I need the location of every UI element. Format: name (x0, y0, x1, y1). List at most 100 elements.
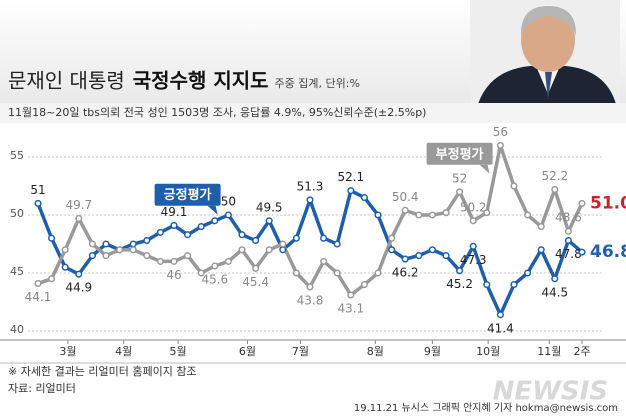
legend-label: 부정평가 (436, 146, 484, 162)
chart-subtitle: 주중 집계, 단위:% (275, 77, 360, 90)
x-tick-label: 2주 (573, 345, 590, 358)
series-callout: 부정평가 (426, 142, 493, 174)
data-point (170, 221, 178, 229)
chart-title: 문재인 대통령 (8, 69, 125, 93)
y-tick-label: 50 (10, 207, 24, 220)
x-tick-label: 5월 (170, 345, 187, 358)
data-point (442, 209, 450, 217)
data-point (537, 223, 545, 231)
data-point (48, 234, 56, 242)
data-point (306, 196, 314, 204)
y-tick-label: 55 (10, 149, 24, 162)
x-tick-label: 3월 (59, 345, 76, 358)
value-label: 41.4 (487, 321, 514, 335)
data-point (238, 246, 246, 254)
data-point (374, 269, 382, 277)
value-label: 50.2 (460, 200, 487, 214)
data-point (578, 199, 586, 207)
data-point (347, 187, 355, 195)
data-point (129, 240, 137, 248)
x-tick-label: 6월 (239, 345, 256, 358)
data-point (415, 211, 423, 219)
data-point (292, 234, 300, 242)
value-label: 43.1 (337, 302, 364, 316)
data-point (320, 257, 328, 265)
x-tick-label: 10월 (476, 345, 500, 358)
data-point (61, 263, 69, 271)
y-tick-label: 45 (10, 265, 24, 278)
data-point (184, 252, 192, 260)
x-tick-label: 9월 (424, 345, 441, 358)
data-point (265, 246, 273, 254)
data-point (34, 199, 42, 207)
data-point (578, 248, 586, 256)
data-point (156, 228, 164, 236)
data-point (306, 283, 314, 291)
data-point (456, 267, 464, 275)
source: 자료: 리얼미터 (8, 381, 76, 395)
data-point (143, 252, 151, 260)
data-point (156, 257, 164, 265)
data-point (292, 269, 300, 277)
data-point (102, 252, 110, 260)
data-point (564, 236, 572, 245)
data-point (88, 240, 96, 248)
chart-title-emphasis: 국정수행 지지도 (133, 69, 269, 93)
y-tick-label: 40 (10, 323, 24, 336)
value-label: 45.4 (242, 275, 269, 289)
data-point (129, 246, 137, 254)
data-point (61, 246, 69, 254)
value-label: 44.5 (541, 285, 568, 299)
data-point (442, 252, 450, 260)
data-point (75, 214, 83, 223)
data-point (401, 206, 409, 214)
value-label: 52 (452, 171, 467, 185)
data-point (252, 236, 260, 245)
data-point (252, 264, 260, 272)
series-callout: 긍정평가 (154, 183, 221, 215)
data-point (143, 236, 151, 245)
data-point (102, 240, 110, 248)
data-point (116, 246, 124, 254)
data-point (265, 217, 273, 225)
x-tick-label: 7월 (292, 345, 309, 358)
data-point (238, 231, 246, 239)
last-value-label: 51.0 (590, 193, 626, 213)
data-point (224, 257, 232, 265)
data-point (551, 275, 559, 283)
data-point (360, 194, 368, 202)
data-point (197, 269, 205, 277)
data-point (551, 185, 559, 194)
value-label: 51.3 (297, 179, 324, 193)
data-point (279, 240, 287, 248)
portrait (470, 0, 620, 104)
x-tick-label: 11월 (537, 345, 561, 358)
data-point (456, 188, 464, 196)
data-point (537, 246, 545, 254)
data-point (224, 211, 232, 219)
data-point (401, 255, 409, 263)
callout-pointer (207, 205, 218, 215)
data-point (374, 211, 382, 219)
data-point (564, 227, 572, 235)
callout-box (426, 142, 493, 165)
value-label: 45.6 (201, 273, 228, 287)
value-label: 50.4 (392, 190, 419, 204)
data-point (347, 291, 355, 299)
data-point (388, 246, 396, 254)
data-point (496, 141, 504, 149)
x-tick-label: 4월 (115, 345, 132, 358)
note: 11월18~20일 tbs의뢰 전국 성인 1503명 조사, 응답률 4.9%… (8, 105, 426, 119)
value-label: 47.8 (555, 247, 582, 261)
data-point (34, 279, 42, 287)
value-label: 52.2 (541, 169, 568, 183)
data-point (496, 311, 504, 319)
data-point (48, 275, 56, 283)
value-label: 43.8 (297, 293, 324, 307)
callout-box (154, 183, 221, 206)
plot: 40 45 50 55 3월 4월 5월 6월 7월 8월 9월 10월 11월 2주 51 44.9 49.1… (10, 125, 626, 358)
value-label: 50 (221, 195, 236, 209)
data-point (483, 281, 491, 289)
data-point (333, 240, 341, 248)
data-point (524, 211, 532, 219)
